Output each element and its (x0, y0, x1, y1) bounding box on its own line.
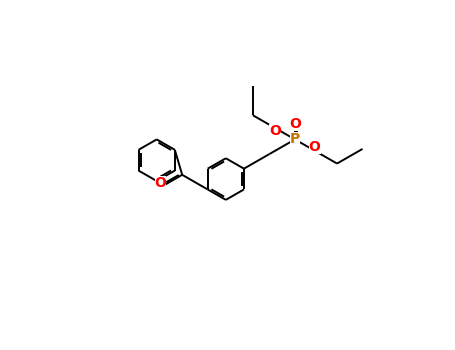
Text: O: O (269, 125, 281, 139)
Text: O: O (289, 117, 301, 131)
Text: O: O (155, 176, 167, 190)
Text: O: O (308, 140, 321, 154)
Text: P: P (290, 132, 300, 146)
